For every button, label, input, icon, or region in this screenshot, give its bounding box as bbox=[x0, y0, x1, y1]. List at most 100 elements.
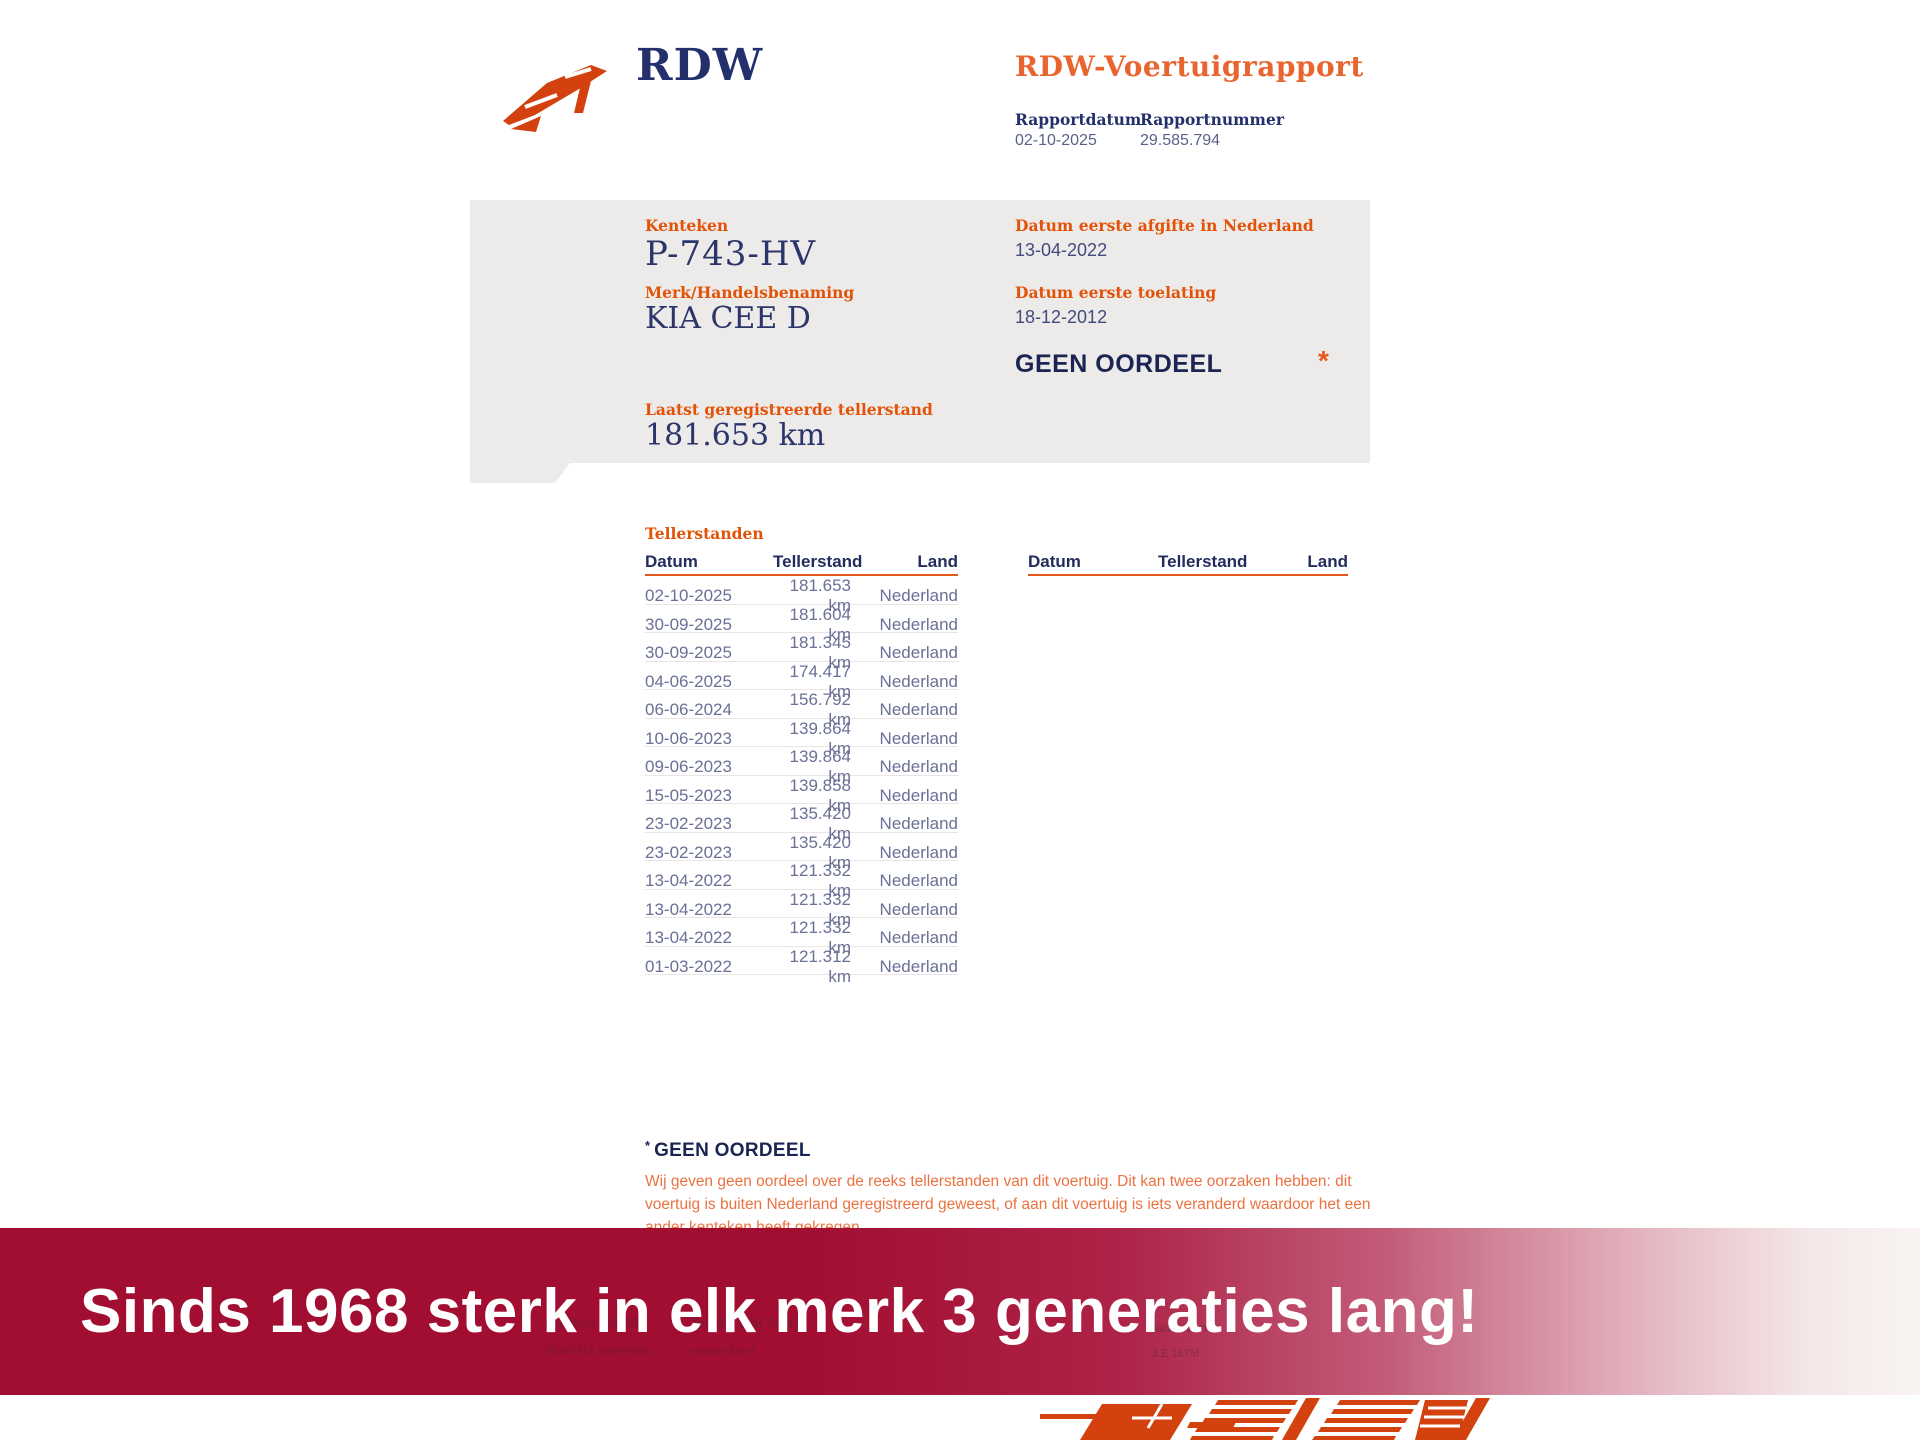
col-land-2: Land bbox=[1307, 552, 1348, 571]
meter-table-body: 02-10-2025 181.653 km Nederland 30-09-20… bbox=[645, 576, 958, 986]
row-date: 15-05-2023 bbox=[645, 785, 732, 805]
row-date: 10-06-2023 bbox=[645, 728, 732, 748]
row-land: Nederland bbox=[879, 785, 958, 805]
row-date: 04-06-2025 bbox=[645, 671, 732, 691]
row-date: 02-10-2025 bbox=[645, 586, 732, 605]
row-land: Nederland bbox=[879, 586, 958, 605]
row-date: 30-09-2025 bbox=[645, 614, 732, 634]
ghost-website: www.rdw.nl bbox=[690, 1343, 756, 1358]
row-date: 13-04-2022 bbox=[645, 928, 732, 947]
row-land: Nederland bbox=[879, 842, 958, 862]
table-row: 10-06-2023 139.864 km Nederland bbox=[645, 719, 958, 758]
meter-table-2: Datum Tellerstand Land bbox=[1028, 550, 1348, 576]
dealer-banner bbox=[0, 1228, 1920, 1395]
tellerstanden-section-title: Tellerstanden bbox=[645, 524, 764, 543]
rdw-wing-icon bbox=[503, 65, 607, 132]
table-row: 02-10-2025 181.653 km Nederland bbox=[645, 576, 958, 615]
vehicle-summary-panel bbox=[470, 200, 1370, 483]
col-land: Land bbox=[917, 552, 958, 571]
footnote-line-2: voertuig is buiten Nederland geregistree… bbox=[645, 1196, 1371, 1213]
kenteken-label: Kenteken bbox=[645, 216, 729, 235]
report-title: RDW-Voertuigrapport bbox=[1015, 50, 1364, 83]
table-row: 04-06-2025 174.417 km Nederland bbox=[645, 662, 958, 701]
meter-table-2-header: Datum Tellerstand Land bbox=[1028, 550, 1348, 572]
toelating-value: 18-12-2012 bbox=[1015, 307, 1108, 327]
oordeel-status: GEEN OORDEEL bbox=[1015, 350, 1223, 378]
footnote-title-row: * GEEN OORDEEL bbox=[645, 1138, 811, 1162]
row-date: 23-02-2023 bbox=[645, 814, 732, 833]
row-km: 121.332 km bbox=[789, 889, 851, 929]
table-row: 30-09-2025 181.604 km Nederland bbox=[645, 605, 958, 644]
row-km: 181.345 km bbox=[789, 633, 851, 672]
header-rule-2 bbox=[1028, 574, 1348, 576]
oordeel-asterisk: * bbox=[1318, 345, 1329, 376]
row-km: 156.792 km bbox=[789, 690, 851, 729]
afgifte-label: Datum eerste afgifte in Nederland bbox=[1015, 216, 1314, 235]
row-km: 181.604 km bbox=[789, 604, 851, 644]
rdw-logo-text: RDW bbox=[636, 40, 764, 91]
merk-label: Merk/Handelsbenaming bbox=[645, 283, 855, 302]
toelating-label: Datum eerste toelating bbox=[1015, 283, 1217, 302]
report-number-value: 29.585.794 bbox=[1140, 132, 1221, 149]
table-row: 23-02-2023 135.420 km Nederland bbox=[645, 833, 958, 872]
row-date: 06-06-2024 bbox=[645, 700, 732, 719]
ghost-phone: Tel 088 008 74 47 bbox=[690, 1315, 802, 1331]
header-rule bbox=[645, 574, 958, 576]
tellerstand-value: 181.653 km bbox=[645, 418, 826, 453]
dealer-stripes-logo bbox=[1040, 1398, 1490, 1440]
table-row: 01-03-2022 121.312 km Nederland bbox=[645, 947, 958, 986]
col-datum-2: Datum bbox=[1028, 552, 1081, 571]
table-row: 09-06-2023 139.864 km Nederland bbox=[645, 747, 958, 786]
row-land: Nederland bbox=[879, 814, 958, 833]
row-km: 139.864 km bbox=[789, 747, 851, 786]
row-date: 13-04-2022 bbox=[645, 871, 732, 890]
row-date: 09-06-2023 bbox=[645, 757, 732, 776]
row-land: Nederland bbox=[879, 899, 958, 919]
col-datum: Datum bbox=[645, 552, 698, 571]
table-row: 13-04-2022 121.332 km Nederland bbox=[645, 861, 958, 900]
table-row: 13-04-2022 121.332 km Nederland bbox=[645, 918, 958, 957]
row-land: Nederland bbox=[879, 671, 958, 691]
ghost-page-number: Blad 1 van 2 bbox=[1145, 1320, 1218, 1335]
row-km: 121.332 km bbox=[789, 861, 851, 900]
ghost-address-line1: Postbus 30000 bbox=[545, 1315, 639, 1331]
row-km: 121.332 km bbox=[789, 918, 851, 957]
row-land: Nederland bbox=[879, 643, 958, 662]
afgifte-value: 13-04-2022 bbox=[1015, 240, 1108, 260]
tellerstand-label: Laatst geregistreerde tellerstand bbox=[645, 400, 933, 419]
footnote-title: GEEN OORDEEL bbox=[654, 1140, 811, 1161]
meter-table: Datum Tellerstand Land 02-10-2025 181.65… bbox=[645, 550, 958, 986]
row-land: Nederland bbox=[879, 700, 958, 719]
row-km: 135.420 km bbox=[789, 832, 851, 872]
report-number-label: Rapportnummer bbox=[1140, 110, 1284, 129]
row-km: 139.864 km bbox=[789, 718, 851, 758]
merk-value: KIA CEE D bbox=[645, 301, 811, 336]
ghost-address-line2: 9640 RA Veendam bbox=[545, 1343, 654, 1358]
row-date: 01-03-2022 bbox=[645, 956, 732, 976]
table-row: 30-09-2025 181.345 km Nederland bbox=[645, 633, 958, 672]
row-land: Nederland bbox=[879, 614, 958, 634]
col-tellerstand-2: Tellerstand bbox=[1158, 552, 1248, 571]
footnote-line-1: Wij geven geen oordeel over de reeks tel… bbox=[645, 1173, 1352, 1190]
meter-table-header: Datum Tellerstand Land bbox=[645, 550, 958, 572]
banner-slogan: Sinds 1968 sterk in elk merk 3 generatie… bbox=[80, 1277, 1479, 1346]
table-row: 13-04-2022 121.332 km Nederland bbox=[645, 890, 958, 929]
row-km: 139.858 km bbox=[789, 775, 851, 815]
kenteken-value: P-743-HV bbox=[645, 234, 817, 274]
row-km: 121.312 km bbox=[789, 946, 851, 986]
row-km: 174.417 km bbox=[789, 661, 851, 701]
row-date: 13-04-2022 bbox=[645, 899, 732, 919]
footnote-asterisk: * bbox=[645, 1138, 651, 1153]
row-land: Nederland bbox=[879, 956, 958, 976]
row-land: Nederland bbox=[879, 728, 958, 748]
report-date-value: 02-10-2025 bbox=[1015, 132, 1097, 149]
col-tellerstand: Tellerstand bbox=[773, 552, 863, 571]
row-land: Nederland bbox=[879, 757, 958, 776]
table-row: 23-02-2023 135.420 km Nederland bbox=[645, 804, 958, 843]
row-date: 30-09-2025 bbox=[645, 643, 732, 662]
table-row: 06-06-2024 156.792 km Nederland bbox=[645, 690, 958, 729]
row-km: 135.420 km bbox=[789, 804, 851, 843]
report-date-label: Rapportdatum bbox=[1015, 110, 1142, 129]
row-date: 23-02-2023 bbox=[645, 842, 732, 862]
row-land: Nederland bbox=[879, 928, 958, 947]
